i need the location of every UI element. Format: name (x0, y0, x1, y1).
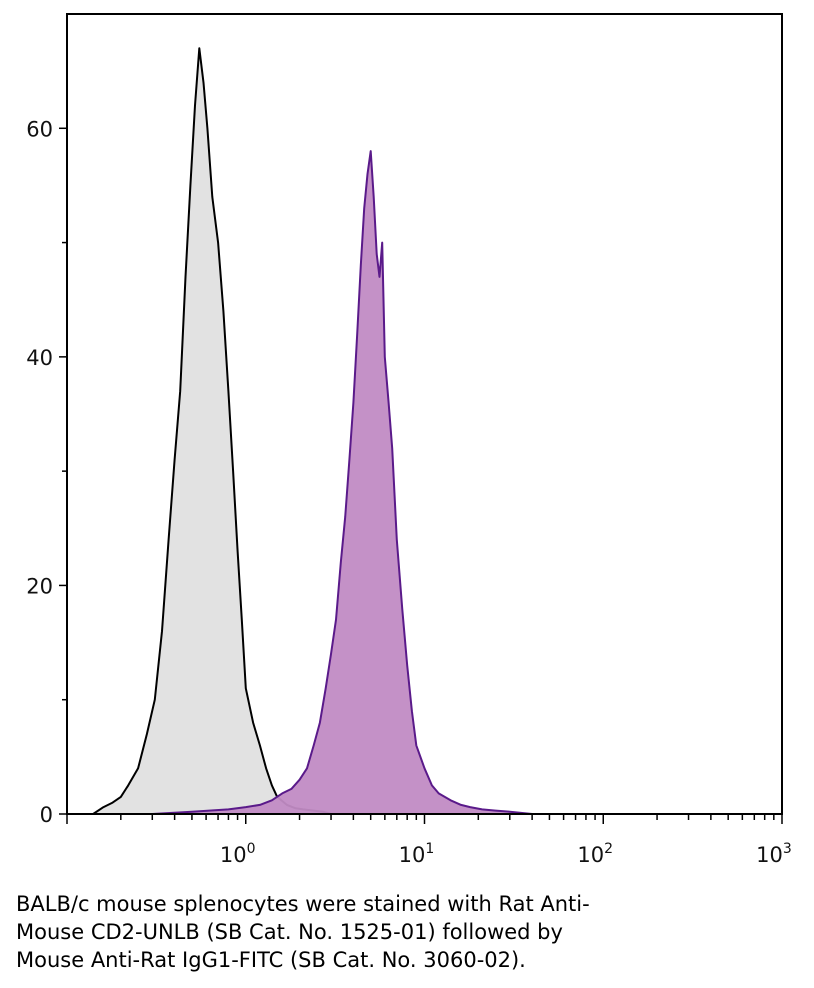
x-tick-label: 101 (399, 841, 435, 867)
figure-caption: BALB/c mouse splenocytes were stained wi… (16, 890, 806, 974)
series-2-line (152, 150, 533, 815)
series-2-fill (152, 151, 533, 815)
y-tick-label: 60 (26, 117, 53, 141)
y-tick-label: 0 (40, 803, 53, 827)
x-axis: 100 101 102 103 (66, 814, 792, 867)
y-tick-label: 40 (26, 346, 53, 370)
histogram-chart: 0 20 40 60 100 101 102 103 (26, 13, 792, 867)
x-tick-label: 100 (220, 841, 256, 867)
y-tick-label: 20 (26, 574, 53, 598)
caption-line-2: Mouse CD2-UNLB (SB Cat. No. 1525-01) fol… (16, 920, 563, 944)
series-layer (92, 47, 533, 815)
series-1-fill (93, 48, 331, 815)
y-axis: 0 20 40 60 (26, 117, 67, 827)
x-tick-label: 103 (756, 841, 792, 867)
caption-line-3: Mouse Anti-Rat IgG1-FITC (SB Cat. No. 30… (16, 948, 526, 972)
x-tick-label: 102 (577, 841, 613, 867)
caption-line-1: BALB/c mouse splenocytes were stained wi… (16, 892, 590, 916)
